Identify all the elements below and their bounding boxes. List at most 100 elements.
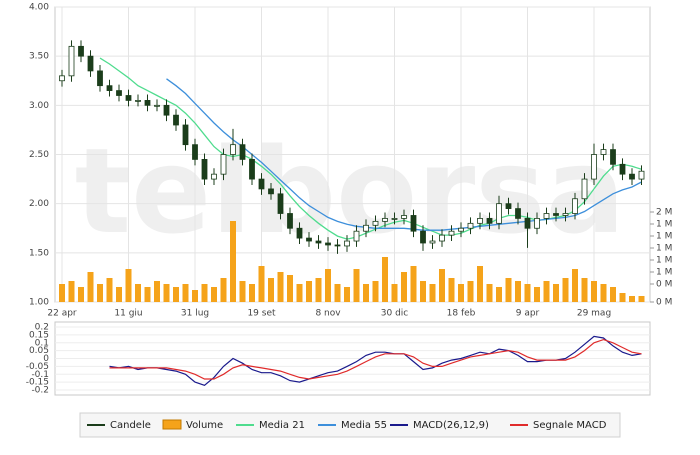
- candle-body: [220, 154, 227, 175]
- y2-tick-label: 2 M: [656, 208, 672, 218]
- volume-bar: [363, 284, 369, 302]
- volume-bar: [610, 287, 616, 302]
- y2-tick-label: 0 M: [656, 280, 672, 290]
- legend-label: Media 55: [341, 420, 387, 431]
- candle-body: [135, 100, 141, 102]
- y2-tick-label: 1 M: [656, 244, 672, 254]
- volume-bar: [59, 284, 65, 302]
- legend-label: Media 21: [259, 420, 305, 431]
- x-tick-label: 8 nov: [315, 309, 341, 319]
- x-tick-label: 31 lug: [181, 309, 209, 319]
- volume-bar: [87, 272, 94, 302]
- candle-body: [211, 173, 217, 180]
- candle-body: [258, 178, 265, 190]
- volume-bar: [277, 272, 284, 302]
- candle-body: [467, 222, 474, 229]
- candle-body: [353, 230, 360, 242]
- volume-bar: [505, 278, 512, 302]
- candle-body: [116, 90, 122, 96]
- volume-bar: [372, 281, 379, 302]
- candle-body: [306, 237, 312, 242]
- volume-bar: [144, 287, 151, 302]
- volume-bar: [420, 281, 426, 302]
- candle-body: [287, 213, 293, 229]
- volume-bar: [486, 284, 493, 302]
- y-tick-label: -0.2: [31, 386, 49, 396]
- candle-body: [344, 240, 350, 247]
- candle-body: [429, 240, 436, 244]
- volume-bar: [154, 281, 160, 302]
- candle-body: [591, 154, 597, 180]
- x-tick-label: 9 apr: [516, 309, 540, 319]
- y-tick-label: -0.15: [26, 378, 49, 388]
- volume-bar: [429, 284, 436, 302]
- volume-bar: [182, 284, 189, 302]
- candle-body: [629, 173, 635, 180]
- candle-body: [325, 242, 331, 246]
- volume-bar: [135, 284, 141, 302]
- volume-bar: [306, 281, 312, 302]
- candle-body: [154, 104, 160, 107]
- candle-body: [239, 144, 246, 160]
- candle-body: [144, 100, 151, 106]
- volume-bar: [334, 284, 341, 302]
- x-tick-label: 30 dic: [381, 309, 409, 319]
- volume-bar: [268, 278, 274, 302]
- y2-tick-label: 1 M: [656, 268, 672, 278]
- candle-body: [524, 218, 531, 229]
- y2-tick-label: 1 M: [656, 220, 672, 230]
- candle-body: [268, 188, 274, 195]
- volume-bar: [239, 281, 246, 302]
- volume-bar: [391, 284, 398, 302]
- candle-body: [182, 124, 189, 146]
- volume-bar: [600, 284, 607, 302]
- x-tick-label: 19 set: [247, 309, 276, 319]
- candle-body: [553, 213, 559, 216]
- volume-bar: [163, 284, 170, 302]
- candle-body: [87, 55, 94, 72]
- y-tick-label: 2.50: [29, 150, 49, 160]
- legend-label: Candele: [110, 420, 151, 431]
- volume-bar: [591, 281, 597, 302]
- legend-label: Volume: [186, 420, 223, 431]
- volume-bar: [249, 284, 255, 302]
- y-tick-label: 0.05: [29, 346, 49, 356]
- moving-average-line: [166, 78, 642, 231]
- volume-bar: [211, 287, 217, 302]
- candle-body: [192, 144, 198, 160]
- candle-body: [277, 193, 284, 214]
- x-tick-label: 29 mag: [577, 309, 611, 319]
- candle-body: [68, 45, 75, 77]
- legend-label: Segnale MACD: [533, 420, 607, 431]
- volume-bar: [353, 269, 360, 302]
- candle-body: [581, 178, 588, 200]
- volume-bar: [629, 296, 635, 302]
- volume-bar: [477, 266, 483, 302]
- candle-body: [59, 75, 65, 82]
- y-tick-label: 0.2: [35, 323, 49, 333]
- y-tick-label: 3.50: [29, 52, 49, 62]
- y-tick-label: 1.00: [29, 298, 49, 308]
- volume-bar: [116, 287, 122, 302]
- volume-bar: [515, 281, 521, 302]
- volume-bar: [68, 281, 75, 302]
- candle-body: [334, 244, 341, 247]
- volume-bar: [572, 269, 578, 302]
- x-tick-label: 11 giu: [114, 309, 142, 319]
- volume-bar: [220, 278, 227, 302]
- legend-label: MACD(26,12,9): [413, 420, 489, 431]
- volume-bar: [230, 221, 236, 302]
- candle-body: [458, 227, 464, 232]
- y-tick-label: 4.00: [29, 3, 49, 13]
- volume-bar: [201, 284, 208, 302]
- volume-bar: [448, 278, 455, 302]
- y-tick-label: -0.05: [26, 362, 49, 372]
- legend-swatch: [162, 419, 182, 430]
- candle-body: [477, 218, 483, 224]
- candle-body: [315, 240, 322, 244]
- volume-bar: [467, 281, 474, 302]
- candle-body: [201, 159, 208, 180]
- x-tick-label: 22 apr: [47, 309, 77, 319]
- y2-tick-label: 1 M: [656, 256, 672, 266]
- candle-body: [420, 230, 426, 244]
